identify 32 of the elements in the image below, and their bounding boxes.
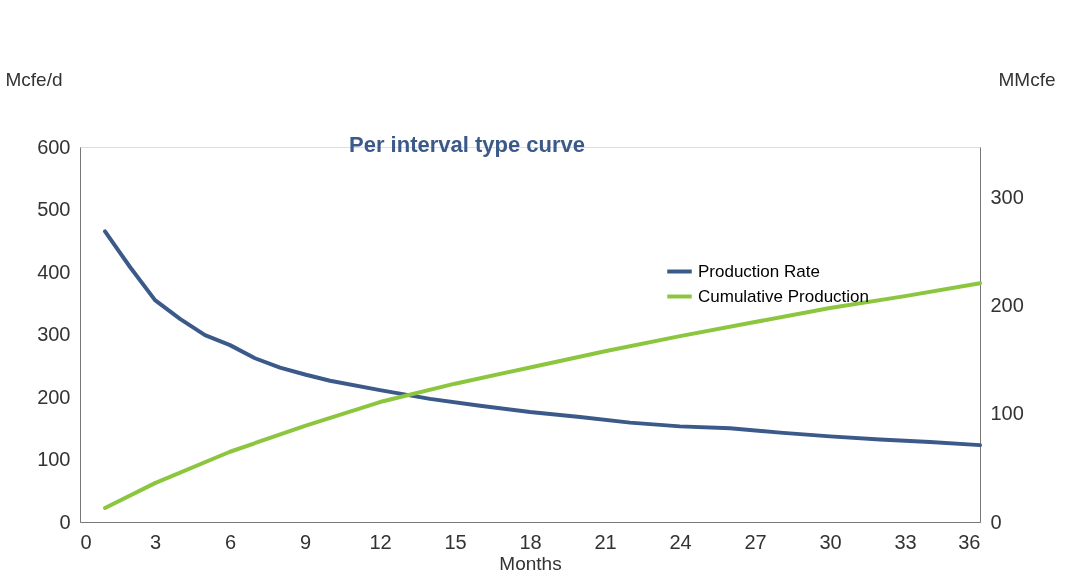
y-tick-label: 0 xyxy=(59,510,71,533)
y2-tick-label: 300 xyxy=(990,186,1024,209)
y2-tick-label: 200 xyxy=(990,294,1024,317)
legend-label: Production Rate xyxy=(698,261,820,281)
x-tick-label: 6 xyxy=(224,530,237,553)
y-tick-label: 500 xyxy=(37,198,71,220)
legend-label: Cumulative Production xyxy=(698,286,870,306)
x-tick-label: 3 xyxy=(149,530,162,553)
y2-axis-title: MMcfe xyxy=(998,68,1056,90)
y-tick-label: 200 xyxy=(37,385,71,408)
x-tick-label: 27 xyxy=(744,530,767,553)
x-tick-label: 21 xyxy=(594,530,617,553)
x-tick-label: 30 xyxy=(819,530,842,553)
line-series xyxy=(103,229,982,448)
y-tick-label: 600 xyxy=(37,135,71,158)
x-tick-label: 12 xyxy=(369,530,392,553)
y2-tick-label: 100 xyxy=(990,402,1024,425)
y2-tick-label: 0 xyxy=(990,510,1002,533)
x-axis-title: Months xyxy=(499,552,562,574)
x-tick-label: 24 xyxy=(669,530,692,553)
x-tick-label: 9 xyxy=(299,530,312,553)
x-tick-label: 15 xyxy=(444,530,467,553)
y-tick-label: 400 xyxy=(37,260,71,283)
x-tick-label: 33 xyxy=(894,530,917,553)
x-tick-label: 36 xyxy=(958,530,981,553)
line-series xyxy=(103,281,982,510)
y-axis-title: Mcfe/d xyxy=(5,68,63,90)
chart-title: Per interval type curve xyxy=(348,132,586,157)
y-tick-label: 300 xyxy=(37,323,71,345)
x-tick-label: 0 xyxy=(80,530,92,553)
x-tick-label: 18 xyxy=(519,530,542,553)
y-tick-label: 100 xyxy=(37,448,71,470)
